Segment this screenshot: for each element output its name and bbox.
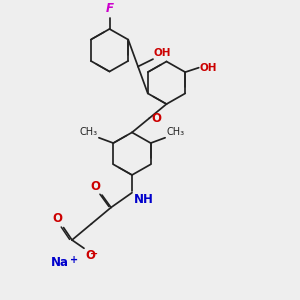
Text: O: O (152, 112, 162, 125)
Text: F: F (106, 2, 113, 15)
Text: O: O (91, 180, 101, 193)
Text: CH₃: CH₃ (80, 127, 98, 137)
Text: OH: OH (154, 48, 171, 58)
Text: O: O (52, 212, 62, 225)
Text: CH₃: CH₃ (166, 127, 184, 137)
Text: +: + (70, 255, 78, 265)
Text: O: O (85, 250, 95, 262)
Text: OH: OH (200, 63, 217, 73)
Text: NH: NH (134, 193, 153, 206)
Text: Na: Na (51, 256, 69, 269)
Text: −: − (90, 249, 98, 259)
